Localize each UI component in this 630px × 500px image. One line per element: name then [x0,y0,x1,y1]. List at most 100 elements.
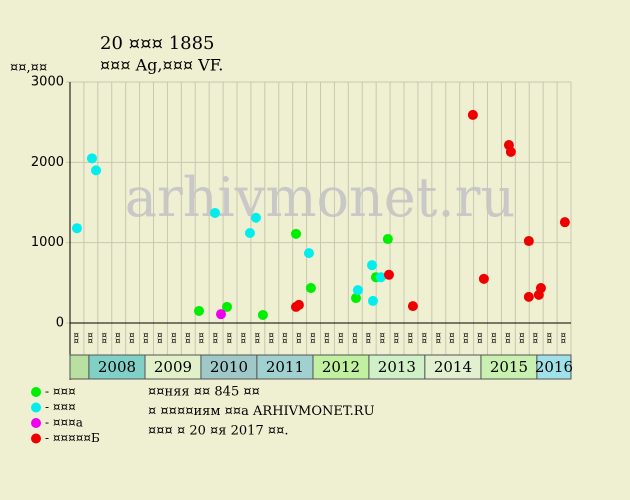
point [383,269,394,280]
year-band [256,354,314,380]
point [367,295,378,306]
column-label: ¤¤ [295,332,305,344]
note: ¤¤няя ¤¤ 845 ¤¤ [148,385,260,400]
column-label: ¤¤ [434,332,444,344]
point [86,153,97,164]
point [366,260,377,271]
column-label: ¤¤ [406,332,416,344]
point [523,236,534,247]
column-label: ¤¤ [518,332,528,344]
note: ¤¤¤ ¤ 20 ¤я 2017 ¤¤. [148,424,289,439]
year-label: 2014 [434,358,472,376]
point [221,301,232,312]
year-label: 2012 [322,358,360,376]
year-band [144,354,202,380]
year-band [69,354,90,380]
y-tick-label: 0 [56,316,64,331]
column-label: ¤¤ [226,332,236,344]
point [352,285,363,296]
legend-label: - ¤¤¤¤¤Б [45,431,100,445]
column-label: ¤¤ [337,332,347,344]
column-label: ¤¤ [532,332,542,344]
legend-marker [31,418,41,428]
point [559,217,570,228]
point [194,305,205,316]
column-label: ¤¤ [365,332,375,344]
year-band [312,354,370,380]
column-label: ¤¤ [323,332,333,344]
point [478,273,489,284]
column-label: ¤¤ [128,332,138,344]
y-tick-label: 1000 [31,235,64,250]
column-label: ¤¤ [142,332,152,344]
point [382,234,393,245]
point [257,309,268,320]
column-label: ¤¤ [253,332,263,344]
year-band [424,354,482,380]
legend-label: - ¤¤¤ [45,400,76,414]
column-label: ¤¤ [309,332,319,344]
column-label: ¤¤ [100,332,110,344]
y-tick-label: 2000 [31,155,64,170]
column-label: ¤¤ [448,332,458,344]
point [350,293,361,304]
legend-label: - ¤¤¤ [45,385,76,399]
legend-marker [31,433,41,444]
column-label: ¤¤ [379,332,389,344]
year-label: 2015 [490,358,528,376]
column-label: ¤¤ [156,332,166,344]
column-label: ¤¤ [281,332,291,344]
column-label: ¤¤ [393,332,403,344]
column-label: ¤¤ [86,332,96,344]
y-axis-label: ¤¤,¤¤ [10,61,47,76]
point [210,207,221,218]
point [303,248,314,259]
column-label: ¤¤ [351,332,361,344]
column-label: ¤¤ [114,332,124,344]
point [215,309,226,320]
column-label: ¤¤ [560,332,570,344]
column-label: ¤¤ [490,332,500,344]
y-tick-label: 3000 [31,75,64,90]
column-label: ¤¤ [504,332,514,344]
point [71,223,82,234]
chart-subtitle: ¤¤¤ Ag,¤¤¤ VF. [100,56,223,75]
point [505,146,516,157]
column-label: ¤¤ [476,332,486,344]
column-label: ¤¤ [267,332,277,344]
column-label: ¤¤ [420,332,430,344]
point [407,301,418,312]
column-label: ¤¤ [212,332,222,344]
point [523,291,534,302]
column-label: ¤¤ [239,332,249,344]
point [291,228,302,239]
year-label: 2009 [154,358,192,376]
point [244,228,255,239]
column-label: ¤¤ [72,332,82,344]
column-label: ¤¤ [462,332,472,344]
legend-marker [31,402,41,413]
column-label: ¤¤ [184,332,194,344]
point [375,272,386,283]
year-band [536,354,572,380]
legend-label: - ¤¤¤а [45,416,83,430]
note: ¤ ¤¤¤¤иям ¤¤а ARHIVMONET.RU [148,404,375,419]
legend-marker [31,387,41,397]
point [535,283,546,294]
year-label: 2011 [266,358,304,376]
year-label: 2008 [98,358,136,376]
column-label: ¤¤ [198,332,208,344]
year-label: 2013 [378,358,416,376]
year-band [480,354,538,380]
year-label: 2010 [210,358,248,376]
point [250,212,261,223]
year-label: 2016 [535,358,573,376]
point [91,165,102,176]
point [467,109,478,120]
column-label: ¤¤ [546,332,556,344]
column-label: ¤¤ [170,332,180,344]
point [293,299,304,310]
chart-title: 20 ¤¤¤ 1885 [100,33,215,54]
point [305,283,316,294]
